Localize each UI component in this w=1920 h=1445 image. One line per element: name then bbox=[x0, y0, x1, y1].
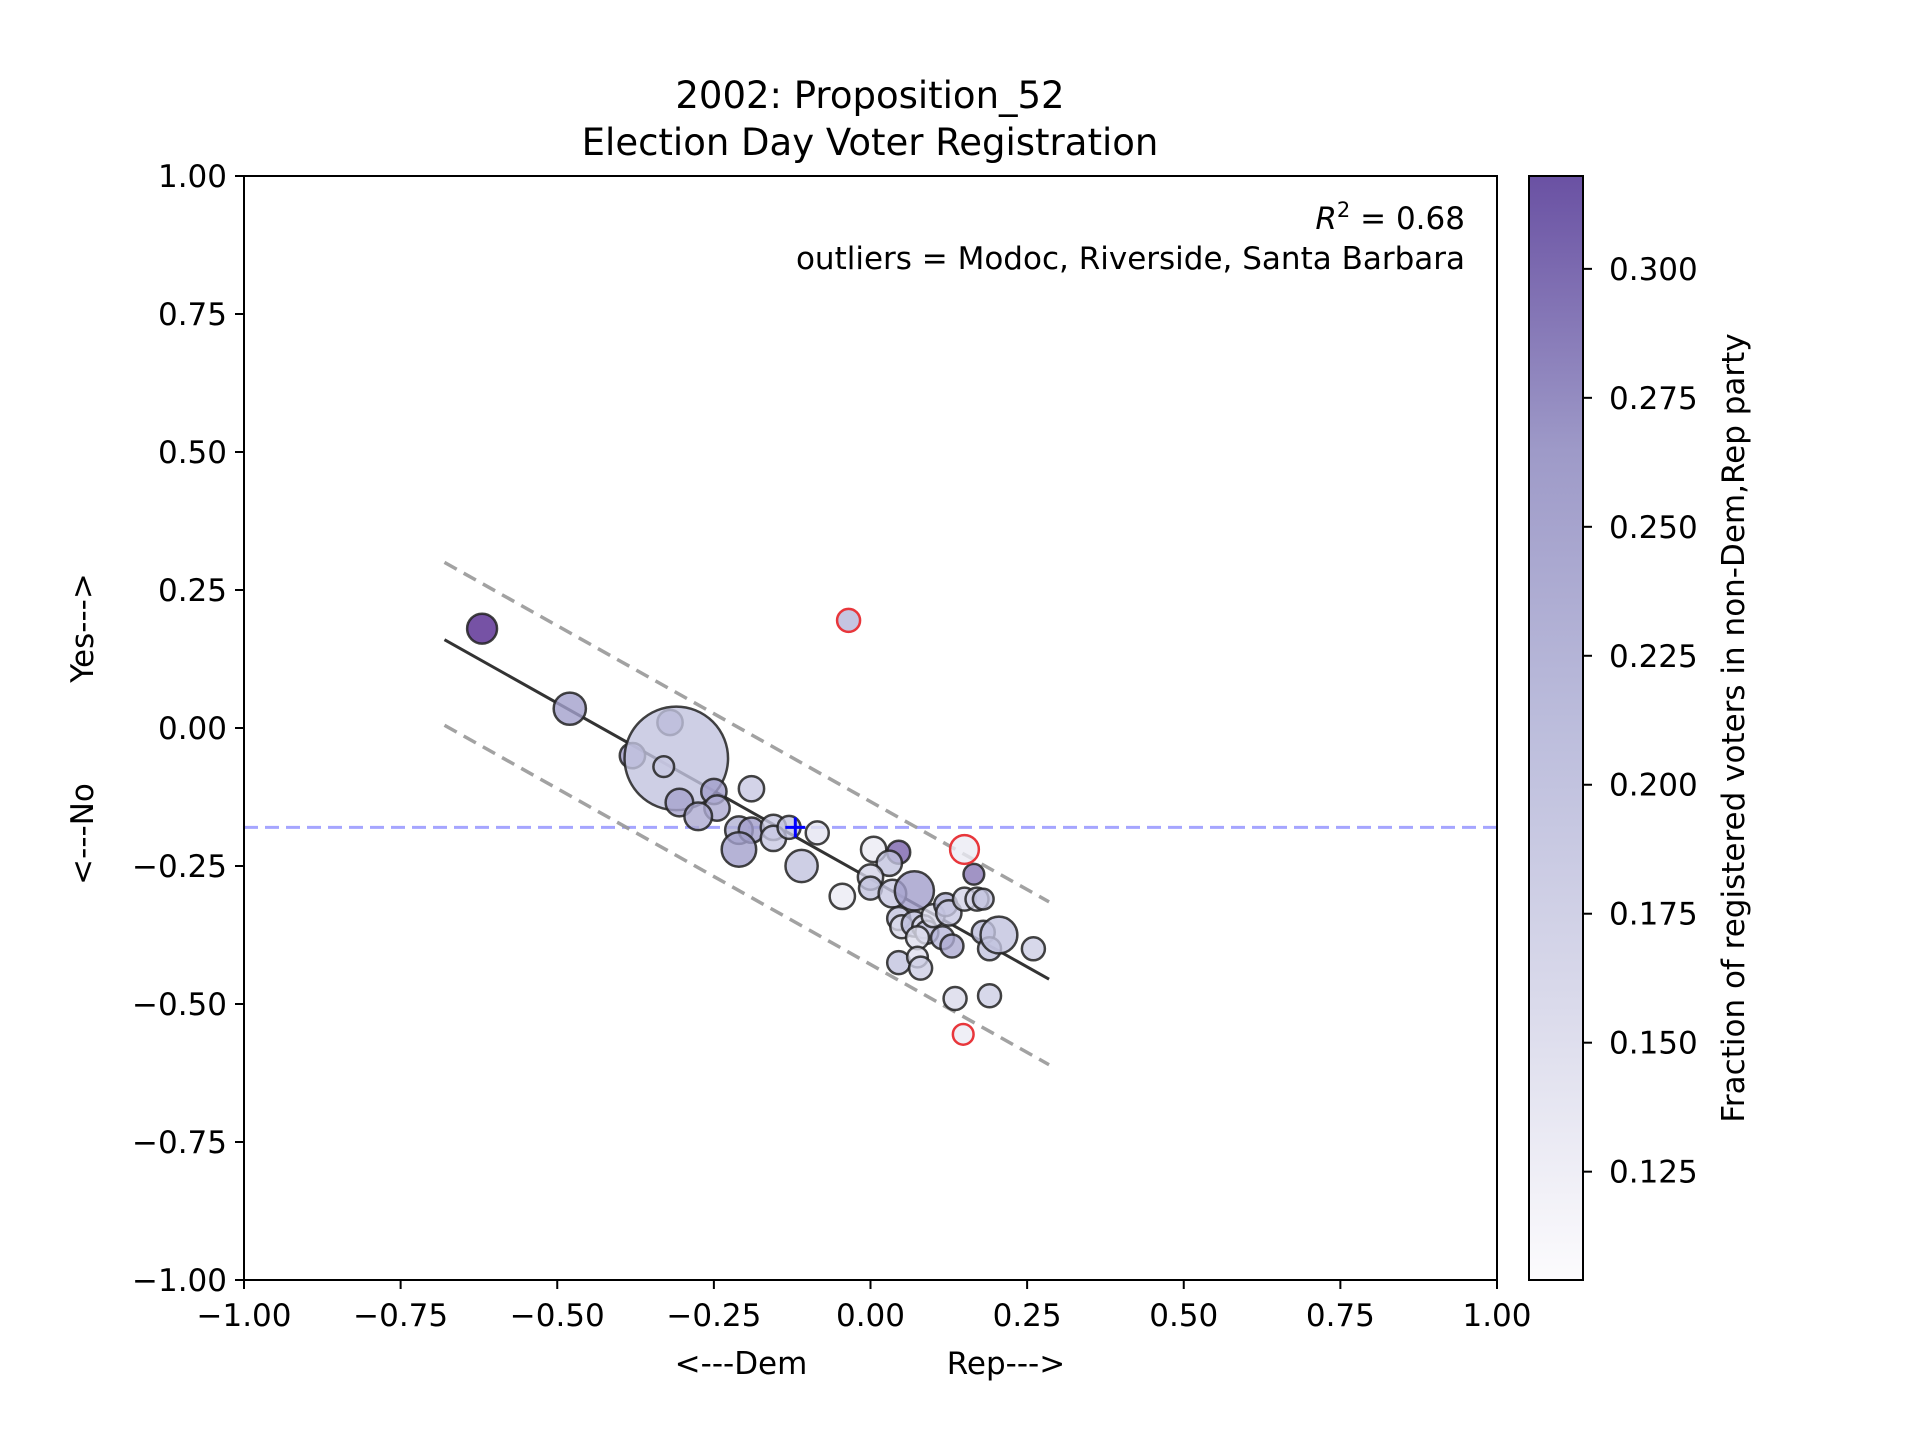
y-tick-label: −1.00 bbox=[132, 1263, 227, 1299]
x-tick-label: −1.00 bbox=[197, 1298, 292, 1334]
x-tick-label: 0.00 bbox=[836, 1298, 905, 1334]
data-point bbox=[979, 915, 1019, 955]
data-point bbox=[939, 933, 965, 959]
data-point bbox=[942, 985, 968, 1012]
colorbar-tick-label: 0.275 bbox=[1609, 381, 1698, 417]
data-point bbox=[720, 830, 758, 868]
colorbar-tick-label: 0.225 bbox=[1609, 639, 1698, 675]
regression-line bbox=[443, 638, 1050, 981]
r-squared-annotation: R2 = 0.68 bbox=[1315, 198, 1465, 237]
data-point bbox=[875, 849, 904, 878]
r-squared-symbol: R bbox=[1315, 201, 1337, 237]
y-tick-label: 0.25 bbox=[158, 573, 227, 609]
outlier-point bbox=[835, 607, 862, 634]
data-point bbox=[1020, 936, 1047, 962]
data-point bbox=[683, 801, 714, 832]
x-axis-label-right: Rep---> bbox=[947, 1346, 1065, 1382]
y-axis-ticks: −1.00 −0.75 −0.50 −0.25 0.00 0.25 0.50 0.75 1.00 bbox=[132, 159, 244, 1299]
x-tick-label: 0.25 bbox=[993, 1298, 1062, 1334]
x-axis-ticks: −1.00 −0.75 −0.50 −0.25 0.00 0.25 0.50 0.75 1.00 bbox=[197, 1280, 1532, 1334]
data-point bbox=[652, 755, 676, 779]
colorbar-tick-label: 0.250 bbox=[1609, 510, 1698, 546]
data-point bbox=[784, 848, 819, 884]
colorbar-label: Fraction of registered voters in non-Dem… bbox=[1716, 333, 1752, 1122]
y-tick-label: 0.00 bbox=[158, 711, 227, 747]
colorbar-tick-label: 0.125 bbox=[1609, 1155, 1698, 1191]
data-point bbox=[976, 982, 1003, 1009]
y-tick-label: 1.00 bbox=[158, 159, 227, 195]
data-point bbox=[465, 612, 499, 645]
colorbar-tick-label: 0.150 bbox=[1609, 1026, 1698, 1062]
x-tick-label: 0.50 bbox=[1149, 1298, 1218, 1334]
x-axis-label-left: <---Dem bbox=[675, 1346, 808, 1382]
plot-lines bbox=[244, 560, 1497, 1067]
r-squared-exponent: 2 bbox=[1337, 198, 1350, 222]
plot-mean-marker bbox=[785, 817, 806, 838]
x-tick-label: 1.00 bbox=[1462, 1298, 1531, 1334]
y-axis-label-bottom: <---No bbox=[65, 783, 101, 885]
plot-frame bbox=[243, 175, 1498, 1281]
x-tick-label: 0.75 bbox=[1306, 1298, 1375, 1334]
colorbar-ticks: 0.125 0.150 0.175 0.200 0.225 0.250 0.275 0.300 bbox=[1583, 252, 1698, 1191]
colorbar-tick-label: 0.175 bbox=[1609, 897, 1698, 933]
outliers-annotation: outliers = Modoc, Riverside, Santa Barba… bbox=[796, 241, 1465, 277]
outlier-point bbox=[951, 1022, 975, 1046]
plot-points bbox=[465, 607, 1047, 1046]
y-tick-label: −0.50 bbox=[132, 987, 227, 1023]
data-point bbox=[971, 887, 995, 911]
colorbar-frame bbox=[1528, 175, 1584, 1281]
prediction-band-upper bbox=[443, 560, 1050, 904]
data-point bbox=[737, 774, 766, 803]
colorbar-gradient bbox=[1529, 176, 1583, 1280]
data-point bbox=[552, 691, 588, 727]
chart-title-line1: 2002: Proposition_52 bbox=[675, 74, 1064, 117]
x-tick-label: −0.25 bbox=[666, 1298, 761, 1334]
y-tick-label: 0.50 bbox=[158, 435, 227, 471]
colorbar-tick-label: 0.300 bbox=[1609, 252, 1698, 288]
data-point bbox=[804, 820, 830, 846]
data-point bbox=[828, 882, 857, 911]
y-axis-label-top: Yes---> bbox=[65, 573, 101, 684]
y-tick-label: −0.75 bbox=[132, 1125, 227, 1161]
y-tick-label: 0.75 bbox=[158, 297, 227, 333]
data-point bbox=[962, 862, 986, 886]
x-tick-label: −0.50 bbox=[510, 1298, 605, 1334]
outlier-point bbox=[948, 833, 981, 866]
x-tick-label: −0.75 bbox=[353, 1298, 448, 1334]
y-tick-label: −0.25 bbox=[132, 849, 227, 885]
chart-title-line2: Election Day Voter Registration bbox=[582, 121, 1159, 164]
r-squared-value: = 0.68 bbox=[1350, 201, 1465, 237]
data-point bbox=[907, 955, 934, 981]
colorbar-tick-label: 0.200 bbox=[1609, 768, 1698, 804]
